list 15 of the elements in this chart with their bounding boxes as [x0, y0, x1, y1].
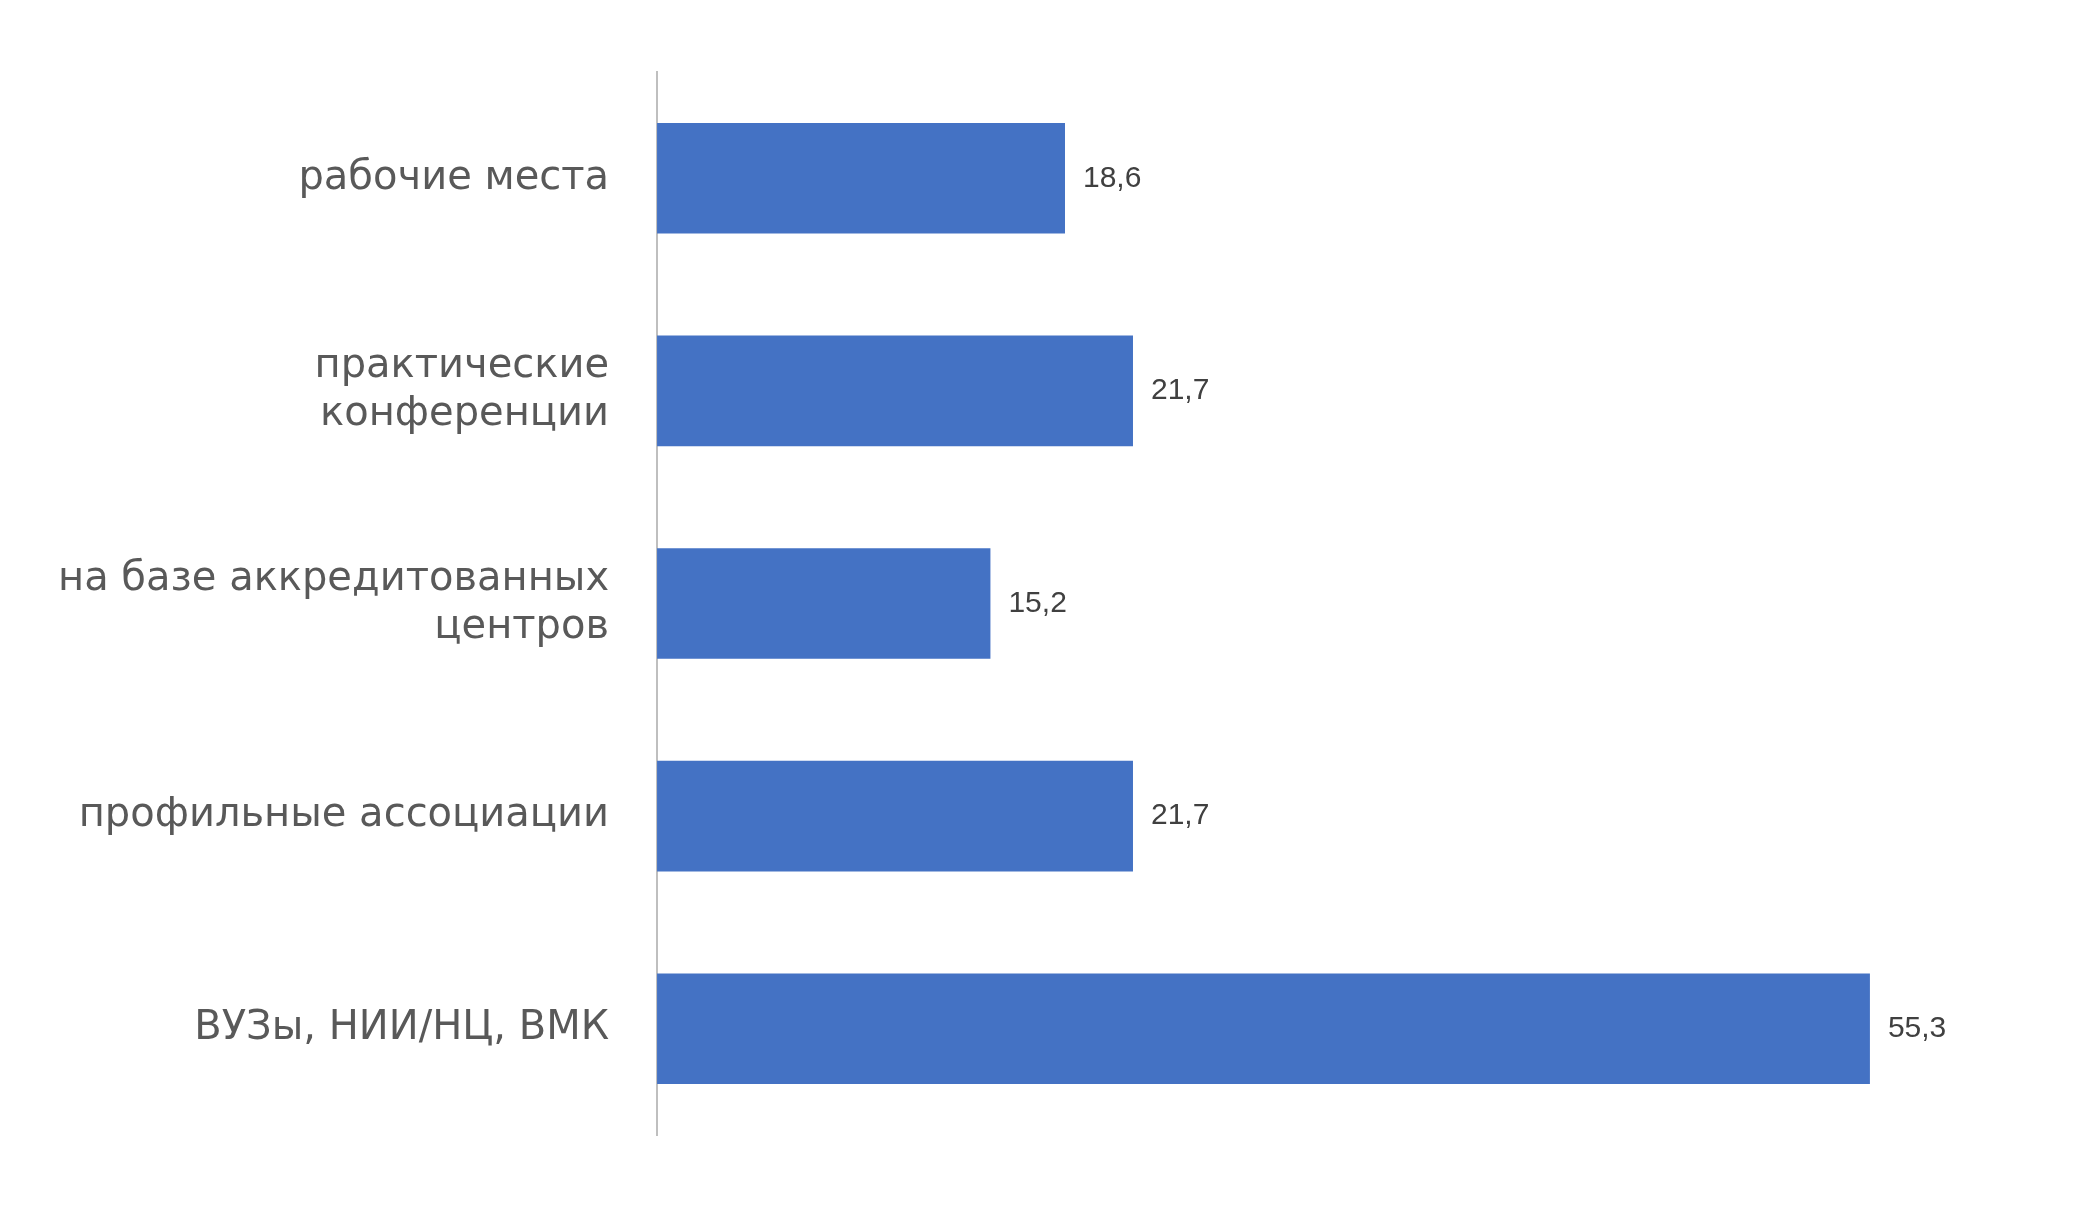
bar [657, 760, 1133, 872]
bar [657, 123, 1065, 234]
bar [657, 548, 991, 659]
y-tick-label: ВУЗы, НИИ/НЦ, ВМК [194, 1002, 610, 1049]
data-label: 15,2 [1008, 584, 1067, 618]
data-label: 21,7 [1150, 797, 1210, 831]
y-tick-label: практические конференции [314, 340, 610, 435]
data-label: 21,7 [1150, 372, 1210, 406]
y-tick-label: рабочие места [298, 151, 610, 198]
data-label: 55,3 [1887, 1009, 1947, 1043]
bar [657, 335, 1133, 447]
bar [657, 973, 1870, 1084]
y-tick-label: профильные ассоциации [78, 789, 610, 836]
data-label: 18,6 [1083, 159, 1142, 193]
y-tick-label: на базе аккредитованных центров [57, 552, 610, 647]
